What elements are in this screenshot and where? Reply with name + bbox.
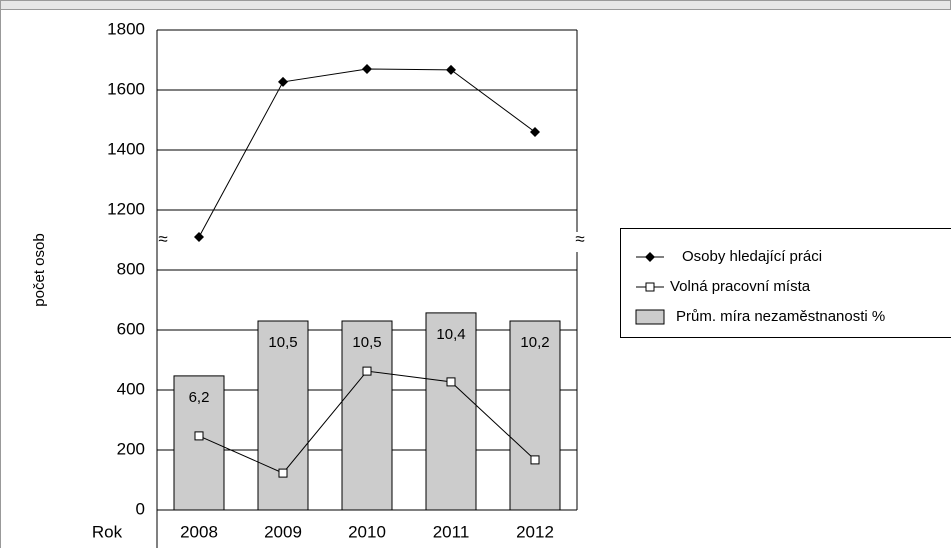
- y-tick-label: 600: [117, 319, 145, 338]
- bar-annotation: 10,5: [352, 334, 381, 351]
- bar-annotation: 6,2: [189, 389, 210, 406]
- marker: [530, 127, 540, 137]
- y-tick-label: 200: [117, 439, 145, 458]
- marker: [362, 64, 372, 74]
- axis-break: ≈: [158, 229, 167, 248]
- marker: [446, 377, 456, 387]
- legend-swatch: [635, 309, 665, 325]
- y-axis-label: počet osob: [31, 233, 48, 306]
- bar-annotation: 10,2: [520, 334, 549, 351]
- marker: [194, 431, 204, 441]
- x-tick-label: 2008: [180, 522, 218, 541]
- marker: [530, 455, 540, 465]
- bar: [341, 320, 393, 511]
- marker: [446, 64, 456, 75]
- y-tick-label: 1200: [107, 199, 145, 218]
- legend-label: Volná pracovní místa: [670, 278, 811, 295]
- y-tick-label: 1800: [107, 19, 145, 38]
- x-tick-label: 2011: [433, 522, 470, 541]
- marker: [278, 76, 288, 87]
- legend-label: Prům. míra nezaměstnanosti %: [676, 308, 885, 325]
- y-tick-label: 800: [117, 259, 145, 278]
- y-tick-label: 0: [136, 499, 145, 518]
- legend-box: [620, 228, 951, 338]
- bar: [425, 312, 477, 511]
- line: [198, 68, 536, 238]
- bar: [509, 320, 561, 511]
- bar-annotation: 10,5: [268, 334, 297, 351]
- axis-break: ≈: [575, 229, 584, 248]
- bar: [257, 320, 309, 511]
- y-tick-label: 1600: [107, 79, 145, 98]
- y-tick-label: 400: [117, 379, 145, 398]
- y-tick-label: 1400: [107, 139, 145, 158]
- marker: [194, 232, 204, 242]
- x-axis-label: Rok: [92, 522, 123, 541]
- marker: [278, 468, 288, 478]
- bar-annotation: 10,4: [436, 326, 465, 343]
- legend-marker: [645, 252, 655, 262]
- x-tick-label: 2012: [516, 522, 554, 541]
- marker: [362, 366, 372, 376]
- x-tick-label: 2010: [348, 522, 386, 541]
- x-tick-label: 2009: [264, 522, 302, 541]
- title-bar: [0, 0, 951, 10]
- legend-marker: [645, 282, 655, 292]
- legend-label: Osoby hledající práci: [682, 248, 822, 265]
